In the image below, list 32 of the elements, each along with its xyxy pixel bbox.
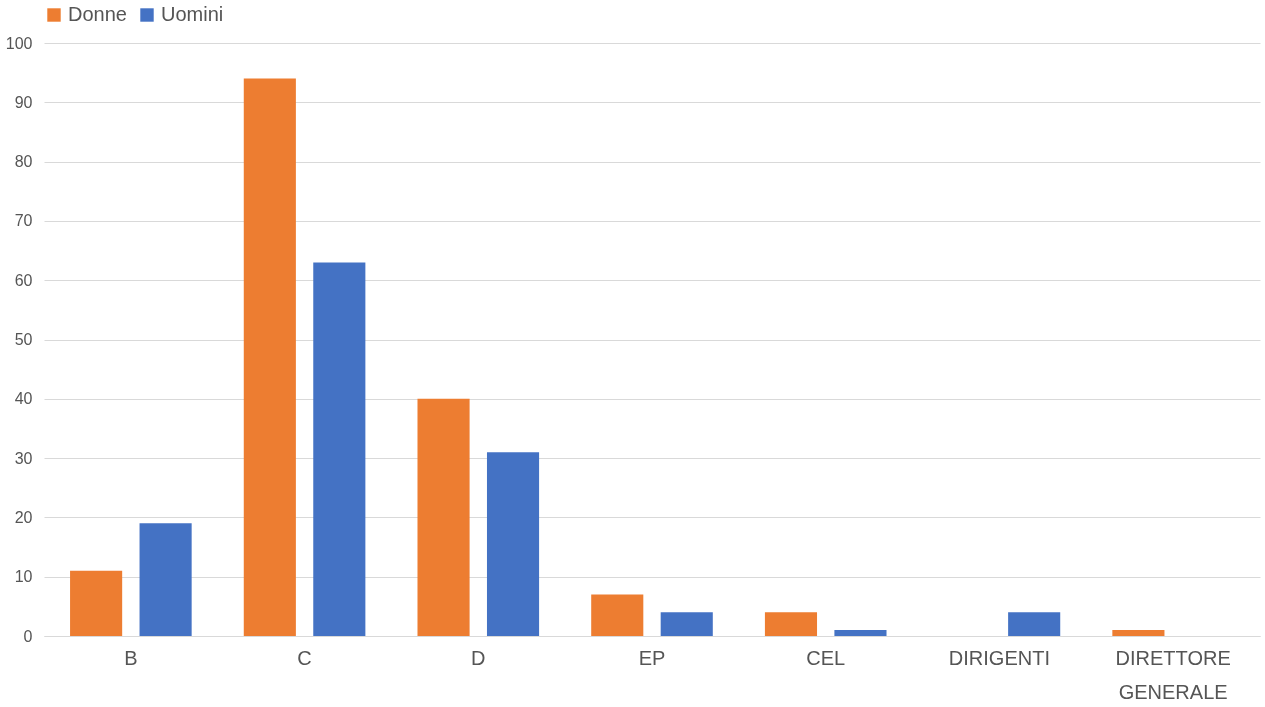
y-tick-label: 0 bbox=[23, 627, 33, 645]
x-tick-label: D bbox=[471, 646, 486, 669]
bar bbox=[486, 452, 540, 636]
bar bbox=[1112, 630, 1165, 636]
legend-label: Uomini bbox=[161, 3, 224, 25]
y-tick-label: 60 bbox=[14, 271, 33, 289]
bar bbox=[591, 594, 644, 636]
y-tick-label: 20 bbox=[14, 508, 33, 526]
y-tick-label: 50 bbox=[14, 331, 33, 348]
x-tick-label: DIRETTORE GENERALE bbox=[1115, 646, 1231, 703]
y-tick-label: 100 bbox=[5, 34, 33, 52]
y-tick-label: 10 bbox=[14, 568, 33, 586]
x-tick-label: DIRIGENTI bbox=[948, 646, 1050, 669]
bar bbox=[243, 78, 296, 636]
bar bbox=[1008, 612, 1061, 636]
y-tick-label: 30 bbox=[14, 449, 33, 467]
y-tick-label: 70 bbox=[14, 212, 33, 230]
bar bbox=[313, 262, 366, 636]
x-tick-label: C bbox=[297, 646, 312, 669]
legend-label: Donne bbox=[68, 3, 127, 25]
x-tick-label: CEL bbox=[806, 646, 846, 669]
x-tick-label: EP bbox=[638, 646, 666, 669]
y-tick-label: 80 bbox=[14, 153, 33, 171]
bar bbox=[417, 398, 470, 636]
y-tick-label: 40 bbox=[14, 390, 33, 408]
x-tick-label: B bbox=[124, 646, 138, 669]
bar bbox=[70, 570, 123, 636]
y-tick-label: 90 bbox=[14, 93, 33, 111]
bar bbox=[139, 523, 192, 636]
bar bbox=[660, 612, 713, 636]
bar bbox=[764, 612, 818, 636]
bar bbox=[834, 630, 887, 636]
